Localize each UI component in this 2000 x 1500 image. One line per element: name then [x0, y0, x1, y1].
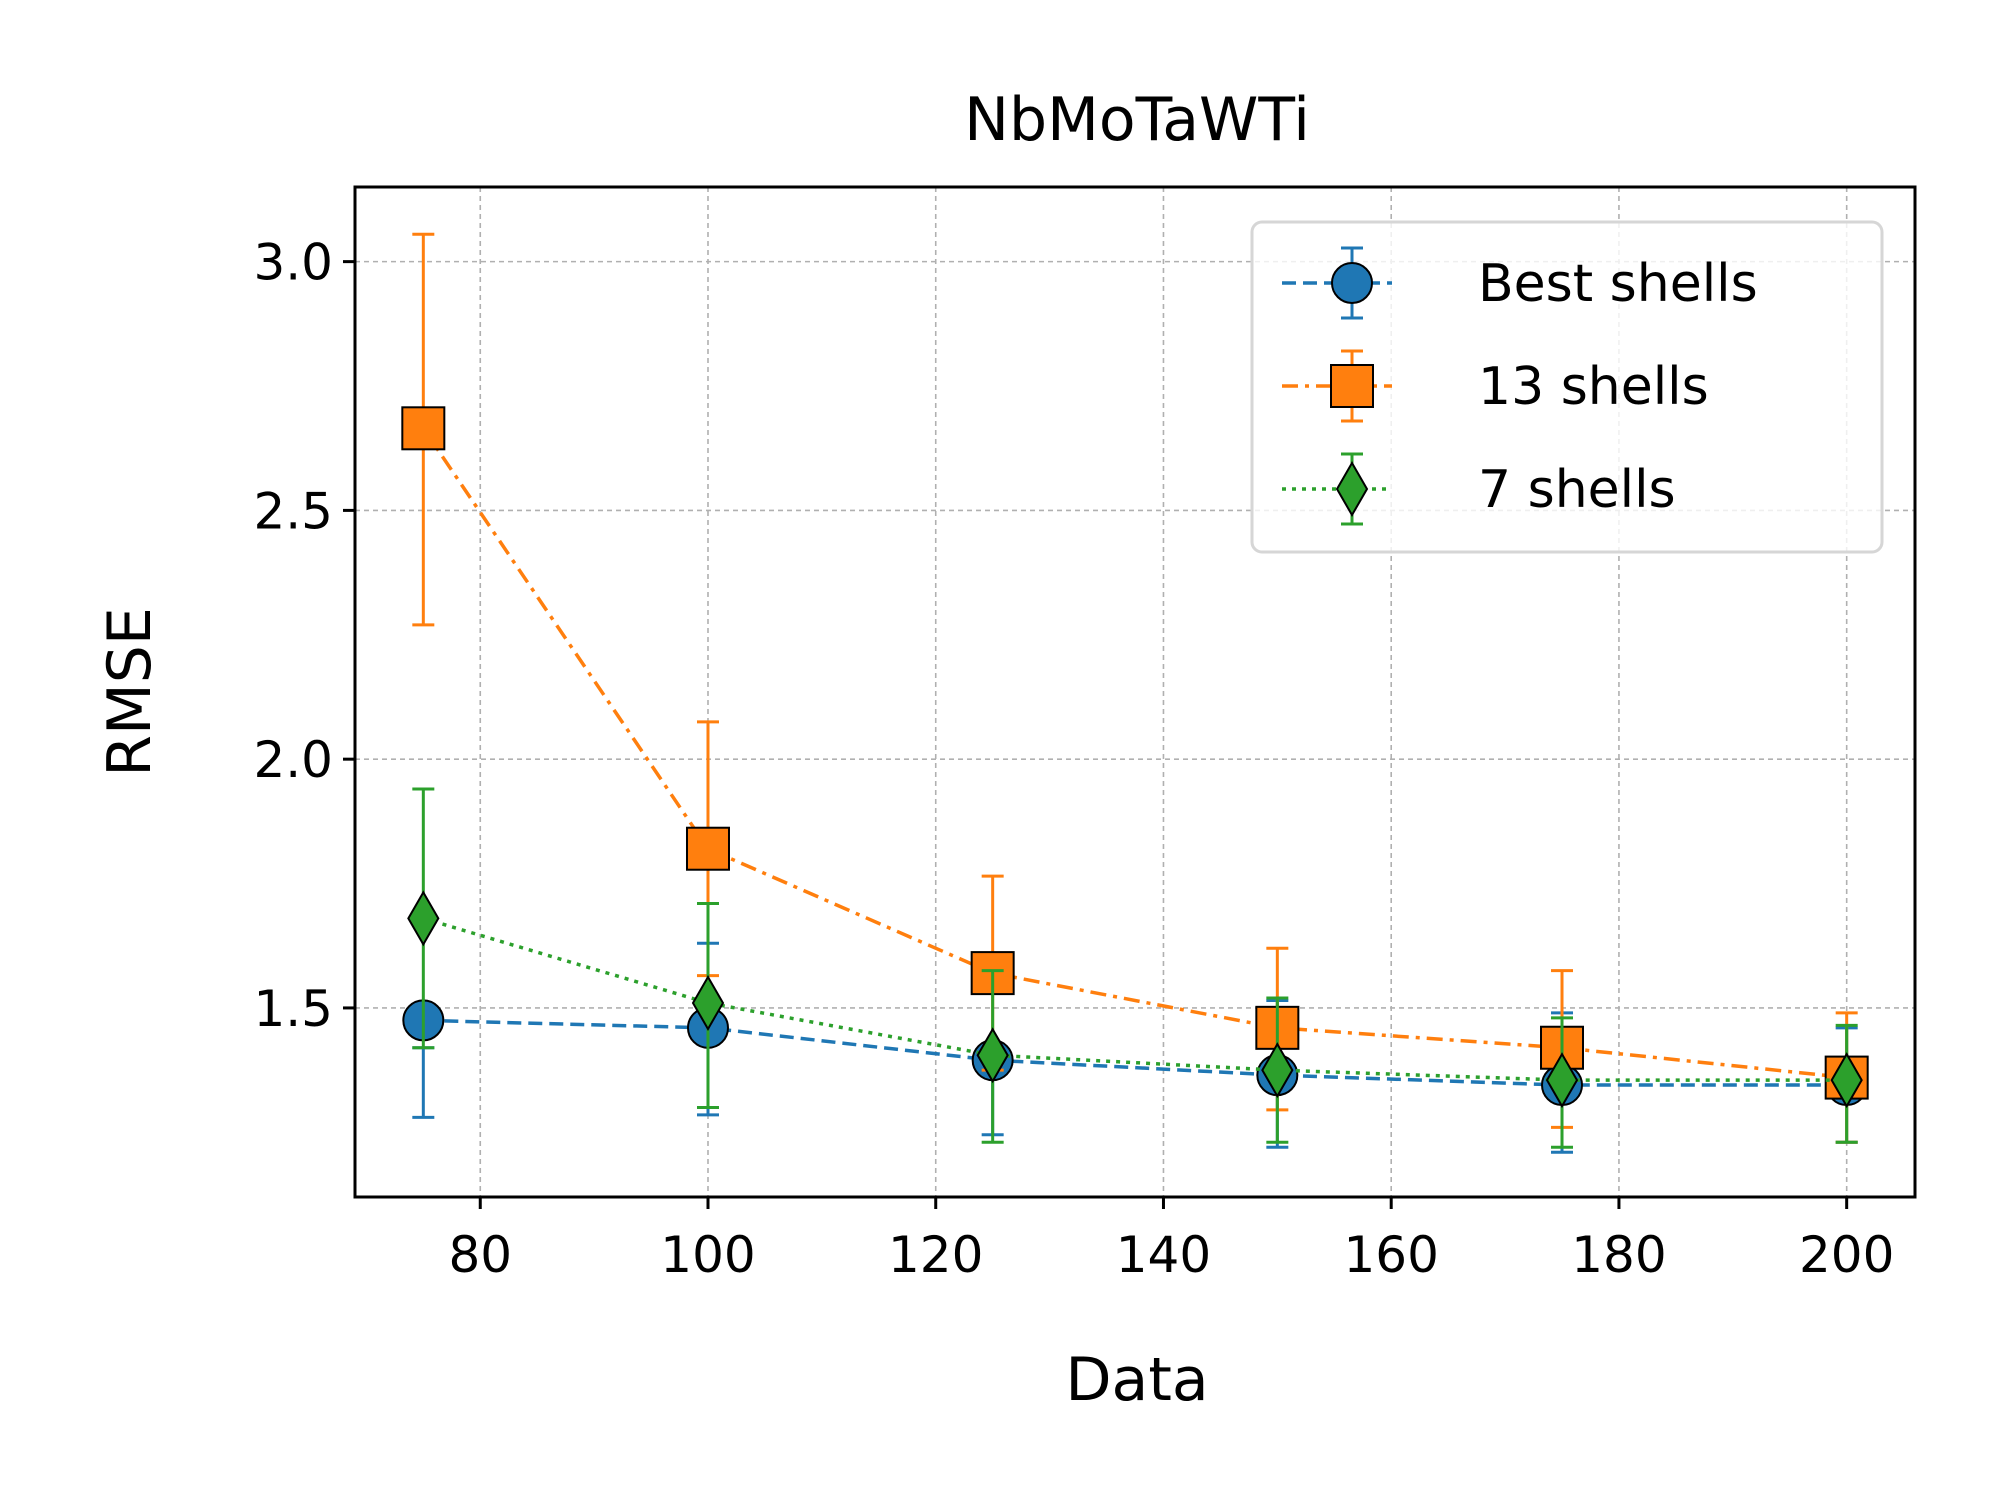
series-7-shells	[407, 787, 1863, 1149]
legend: Best shells 13 shells 7 shells	[1250, 220, 1884, 554]
legend-marker	[1335, 460, 1369, 518]
chart-title: NbMoTaWTi	[964, 85, 1310, 155]
series-line	[423, 1018, 1847, 1087]
plot-frame	[353, 185, 1917, 1199]
x-axis-title: Data	[1065, 1345, 1208, 1415]
legend-marker	[1331, 262, 1373, 304]
series-line	[422, 916, 1847, 1082]
y-axis-title: RMSE	[95, 607, 165, 776]
legend-label: 13 shells	[1478, 357, 1709, 417]
y-tick-label: 2.5	[253, 482, 333, 540]
legend-box	[1250, 220, 1884, 554]
data-point	[407, 890, 440, 947]
x-tick-label: 100	[660, 1226, 755, 1284]
data-point	[1545, 1052, 1579, 1109]
data-point	[1830, 1052, 1863, 1109]
legend-label: Best shells	[1478, 254, 1758, 314]
axis-ticks: 80 100 120 140 160 180 200 1.5 2.0 2.5 3.0	[253, 234, 1894, 1284]
legend-item: Best shells	[1282, 246, 1758, 320]
y-tick-label: 3.0	[253, 234, 333, 292]
y-tick-label: 1.5	[253, 980, 333, 1038]
x-tick-label: 180	[1571, 1226, 1666, 1284]
x-tick-label: 160	[1343, 1226, 1438, 1284]
y-tick-label: 2.0	[253, 731, 333, 789]
x-tick-label: 140	[1116, 1226, 1211, 1284]
data-point	[685, 826, 730, 871]
x-tick-label: 200	[1799, 1226, 1894, 1284]
plot-series	[401, 232, 1869, 1154]
legend-item: 7 shells	[1282, 452, 1676, 526]
legend-marker	[1330, 364, 1374, 408]
data-point	[1261, 1042, 1294, 1099]
x-tick-label: 80	[448, 1226, 512, 1284]
legend-label: 7 shells	[1478, 460, 1676, 520]
data-point	[401, 406, 446, 451]
series-line	[421, 427, 1847, 1080]
legend-item: 13 shells	[1282, 349, 1709, 423]
data-point	[691, 974, 725, 1031]
x-tick-label: 120	[888, 1226, 983, 1284]
data-point	[976, 1027, 1009, 1084]
